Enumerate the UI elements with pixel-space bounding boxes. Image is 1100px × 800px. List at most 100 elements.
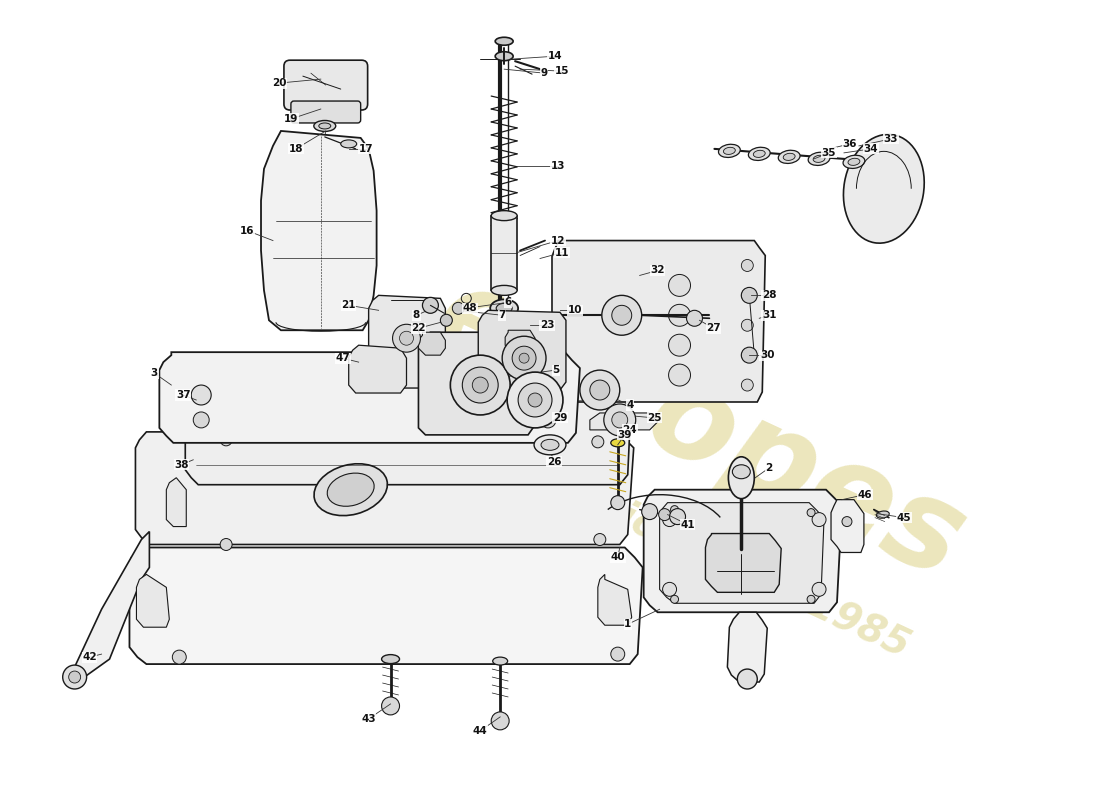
- Circle shape: [741, 349, 754, 361]
- Ellipse shape: [327, 473, 374, 506]
- Polygon shape: [135, 432, 634, 545]
- Ellipse shape: [844, 134, 924, 243]
- Text: 13: 13: [551, 161, 565, 171]
- FancyBboxPatch shape: [290, 101, 361, 123]
- Circle shape: [741, 287, 757, 303]
- Circle shape: [641, 504, 658, 519]
- Text: 7: 7: [498, 310, 506, 320]
- Polygon shape: [261, 131, 376, 330]
- Ellipse shape: [492, 210, 517, 221]
- Circle shape: [669, 334, 691, 356]
- Text: 26: 26: [547, 457, 561, 466]
- Circle shape: [610, 496, 625, 510]
- Text: 10: 10: [568, 306, 582, 315]
- Circle shape: [518, 383, 552, 417]
- Ellipse shape: [491, 299, 518, 318]
- Polygon shape: [349, 345, 407, 393]
- Text: 12: 12: [551, 235, 565, 246]
- Circle shape: [220, 434, 232, 446]
- Circle shape: [399, 331, 414, 345]
- Text: 14: 14: [548, 51, 562, 61]
- Ellipse shape: [492, 286, 517, 295]
- Polygon shape: [505, 330, 535, 352]
- Circle shape: [842, 517, 851, 526]
- Text: 3: 3: [151, 368, 158, 378]
- Ellipse shape: [535, 435, 565, 455]
- Circle shape: [492, 712, 509, 730]
- Ellipse shape: [754, 150, 766, 158]
- Ellipse shape: [783, 154, 795, 160]
- Polygon shape: [67, 531, 150, 684]
- Text: 1: 1: [624, 619, 631, 630]
- Text: 21: 21: [341, 300, 356, 310]
- Circle shape: [450, 355, 510, 415]
- Polygon shape: [130, 547, 642, 664]
- Ellipse shape: [319, 123, 331, 129]
- Text: 23: 23: [540, 320, 554, 330]
- Circle shape: [194, 412, 209, 428]
- Circle shape: [737, 669, 757, 689]
- Ellipse shape: [382, 654, 399, 663]
- Text: 25: 25: [648, 413, 662, 423]
- Circle shape: [503, 336, 546, 380]
- Text: 20: 20: [272, 78, 286, 88]
- Polygon shape: [552, 241, 766, 402]
- Text: 40: 40: [610, 553, 625, 562]
- Ellipse shape: [314, 464, 387, 516]
- Circle shape: [669, 364, 691, 386]
- Circle shape: [440, 314, 452, 326]
- Ellipse shape: [813, 155, 825, 162]
- Polygon shape: [160, 352, 580, 443]
- Text: 8: 8: [412, 310, 420, 320]
- Text: 32: 32: [650, 266, 664, 275]
- Text: 15: 15: [554, 66, 569, 76]
- Circle shape: [610, 647, 625, 661]
- Circle shape: [807, 509, 815, 517]
- Circle shape: [807, 595, 815, 603]
- Circle shape: [191, 385, 211, 405]
- FancyBboxPatch shape: [284, 60, 367, 110]
- Text: 47: 47: [336, 353, 350, 363]
- Text: 48: 48: [463, 303, 477, 314]
- Ellipse shape: [610, 439, 625, 447]
- Polygon shape: [166, 478, 186, 526]
- Circle shape: [604, 404, 636, 436]
- Circle shape: [670, 509, 685, 525]
- Text: passion since 1985: passion since 1985: [522, 454, 916, 665]
- Ellipse shape: [779, 150, 800, 163]
- Circle shape: [513, 346, 536, 370]
- Circle shape: [507, 372, 563, 428]
- Polygon shape: [830, 500, 864, 553]
- Circle shape: [602, 295, 641, 335]
- Polygon shape: [368, 295, 446, 388]
- Text: 45: 45: [896, 513, 911, 522]
- Text: 37: 37: [176, 390, 190, 400]
- Circle shape: [669, 274, 691, 296]
- Circle shape: [669, 304, 691, 326]
- Polygon shape: [590, 413, 658, 430]
- Circle shape: [540, 412, 556, 428]
- Text: 18: 18: [288, 144, 304, 154]
- Circle shape: [382, 697, 399, 715]
- Circle shape: [662, 513, 676, 526]
- Circle shape: [68, 671, 80, 683]
- Text: 27: 27: [706, 323, 721, 334]
- Ellipse shape: [718, 144, 740, 158]
- Circle shape: [671, 506, 679, 514]
- Circle shape: [592, 436, 604, 448]
- Circle shape: [594, 534, 606, 546]
- Circle shape: [528, 393, 542, 407]
- Circle shape: [812, 582, 826, 596]
- Circle shape: [393, 324, 420, 352]
- Circle shape: [63, 665, 87, 689]
- Text: 9: 9: [540, 68, 548, 78]
- Circle shape: [519, 353, 529, 363]
- Circle shape: [741, 347, 757, 363]
- Polygon shape: [597, 574, 631, 626]
- Polygon shape: [185, 373, 631, 485]
- Ellipse shape: [496, 303, 513, 314]
- Polygon shape: [727, 612, 767, 682]
- Ellipse shape: [748, 147, 770, 161]
- Circle shape: [671, 595, 679, 603]
- Circle shape: [741, 379, 754, 391]
